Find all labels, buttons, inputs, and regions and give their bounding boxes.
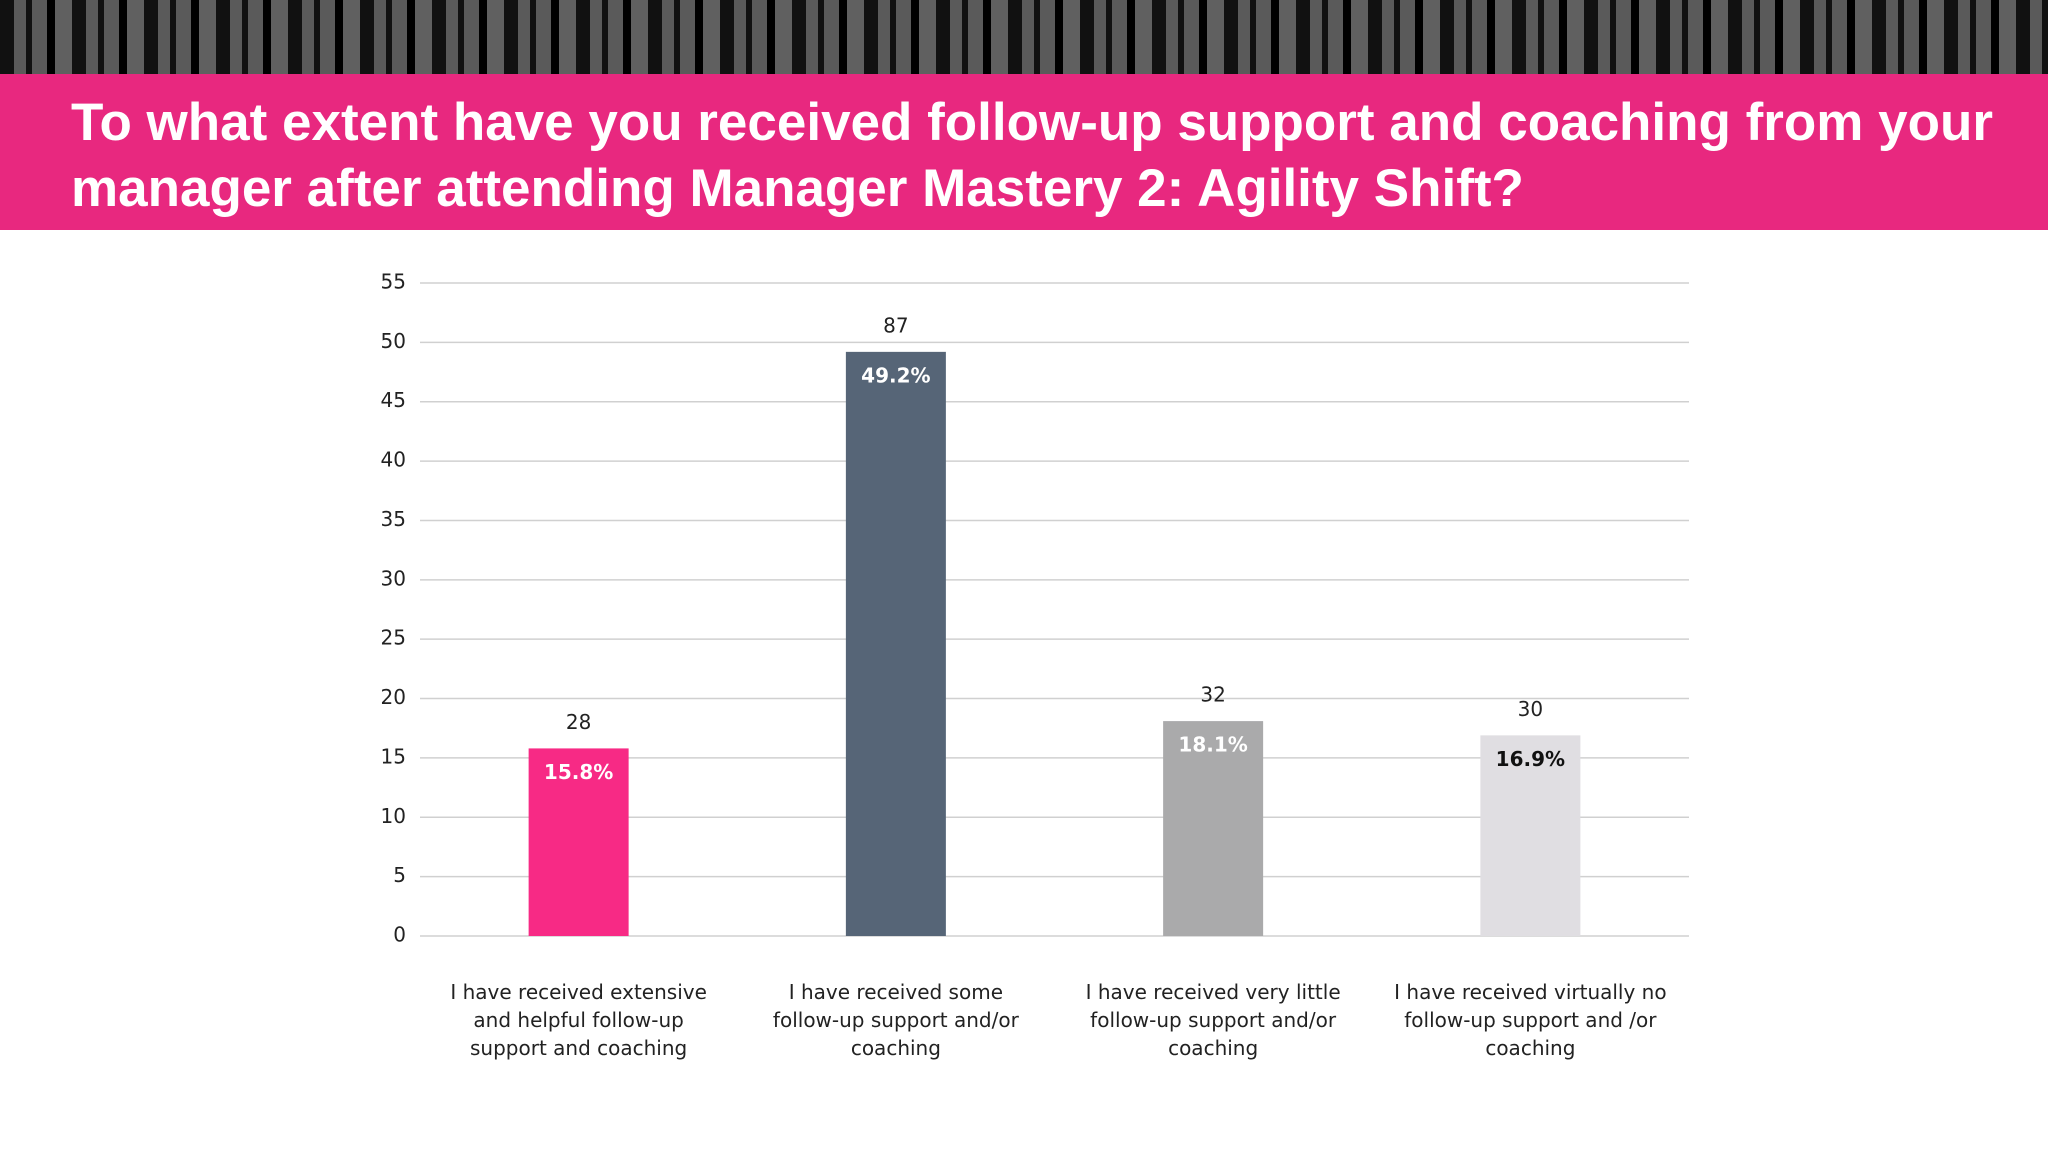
bar: [528, 748, 629, 936]
value-label: 15.8%: [544, 760, 613, 784]
bar: [1480, 735, 1581, 936]
x-tick-label: I have received some follow-up support a…: [772, 980, 1019, 1060]
count-label: 30: [1518, 697, 1543, 721]
y-tick-label: 15: [381, 744, 406, 768]
x-tick-label: I have received very little follow-up su…: [1085, 980, 1341, 1060]
header-band: [0, 74, 2048, 230]
y-tick-label: 35: [381, 507, 406, 531]
y-tick-label: 5: [393, 863, 406, 887]
y-tick-label: 55: [381, 270, 406, 294]
chart-title: To what extent have you received follow-…: [71, 93, 1993, 218]
y-tick-label: 50: [381, 329, 406, 353]
y-tick-label: 10: [381, 804, 406, 828]
count-label: 28: [566, 710, 591, 734]
x-tick-label: I have received virtually no follow-up s…: [1394, 980, 1667, 1060]
count-label: 87: [883, 313, 908, 337]
value-label: 16.9%: [1496, 747, 1565, 771]
bar: [845, 351, 946, 936]
barcode-banner: [0, 0, 2048, 74]
value-label: 18.1%: [1178, 733, 1247, 757]
y-tick-label: 20: [381, 685, 406, 709]
y-tick-label: 0: [393, 923, 406, 947]
y-tick-label: 30: [381, 566, 406, 590]
y-tick-label: 45: [381, 388, 406, 412]
x-tick-label: I have received extensive and helpful fo…: [450, 980, 707, 1060]
bar: [1163, 721, 1264, 936]
value-label: 49.2%: [861, 363, 930, 387]
count-label: 32: [1200, 683, 1225, 707]
y-tick-label: 40: [381, 448, 406, 472]
y-tick-label: 25: [381, 626, 406, 650]
